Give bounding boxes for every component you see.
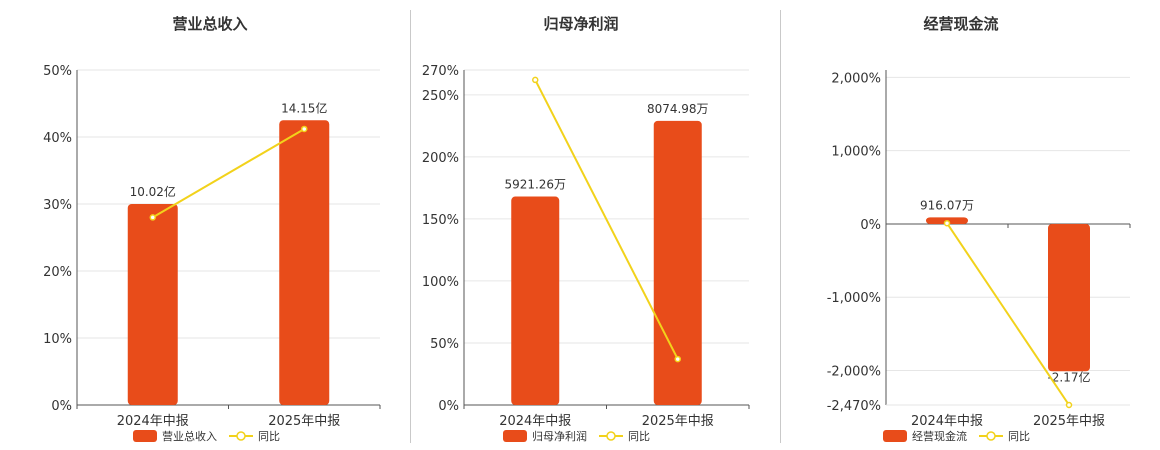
data-label: -2.17亿 bbox=[1047, 369, 1090, 384]
chart-revenue: 营业总收入 0% 10% 20% 30% 40% 50% 2024年中报 2025年中报 10.0… bbox=[43, 15, 381, 443]
legend-label[interactable]: 经营现金流 bbox=[912, 429, 967, 443]
chart-title: 经营现金流 bbox=[923, 15, 998, 33]
legend-label[interactable]: 同比 bbox=[1008, 430, 1030, 443]
bar[interactable] bbox=[1048, 223, 1090, 372]
bar[interactable] bbox=[653, 120, 702, 406]
y-tick-label: 0% bbox=[860, 218, 881, 233]
x-tick-label: 2025年中报 bbox=[268, 414, 340, 429]
legend-swatch-bar bbox=[883, 430, 907, 442]
chart-cash-flow: 经营现金流 -2,470% -2,000% -1,000% 0% 1,000% 2,000%… bbox=[827, 15, 1131, 443]
legend-swatch-bar bbox=[133, 430, 157, 442]
y-tick-label: 270% bbox=[422, 64, 459, 79]
y-tick-label: 10% bbox=[43, 332, 72, 347]
bar[interactable] bbox=[127, 204, 178, 405]
series-line bbox=[152, 128, 305, 219]
y-tick-label: 40% bbox=[43, 131, 72, 146]
legend-label[interactable]: 同比 bbox=[258, 430, 280, 443]
line-point[interactable] bbox=[674, 355, 681, 363]
y-tick-label: -2,470% bbox=[827, 399, 881, 414]
legend-swatch-point bbox=[236, 431, 246, 441]
x-tick-label: 2024年中报 bbox=[911, 414, 983, 429]
y-tick-label: 2,000% bbox=[831, 71, 881, 86]
y-tick-label: -1,000% bbox=[827, 291, 881, 306]
data-label: 14.15亿 bbox=[281, 100, 327, 115]
line-point[interactable] bbox=[301, 125, 308, 133]
legend-swatch-point bbox=[986, 431, 996, 441]
divider bbox=[410, 10, 411, 443]
chart-panel-revenue: 营业总收入 0% 10% 20% 30% 40% 50% 2024年中报 2025年中报 10.0… bbox=[0, 0, 410, 450]
legend-label[interactable]: 营业总收入 bbox=[162, 429, 217, 443]
y-tick-label: 100% bbox=[422, 275, 459, 290]
x-tick-label: 2025年中报 bbox=[642, 414, 714, 429]
line-point[interactable] bbox=[149, 214, 156, 221]
y-tick-label: -2,000% bbox=[827, 365, 881, 380]
data-label: 916.07万 bbox=[920, 198, 974, 212]
chart-panel-cash-flow: 经营现金流 -2,470% -2,000% -1,000% 0% 1,000% 2,000%… bbox=[781, 0, 1160, 450]
bar[interactable] bbox=[279, 120, 330, 405]
legend-swatch-point bbox=[606, 431, 616, 441]
x-tick-label: 2025年中报 bbox=[1033, 414, 1105, 429]
data-label: 8074.98万 bbox=[647, 102, 709, 116]
chart-panel-net-profit: 归母净利润 0% 50% 100% 150% 200% 250% 270% 2024年中报 202… bbox=[411, 0, 780, 450]
y-tick-label: 1,000% bbox=[831, 145, 881, 160]
bar[interactable] bbox=[511, 196, 560, 405]
y-tick-label: 200% bbox=[422, 151, 459, 166]
legend-label[interactable]: 同比 bbox=[628, 430, 650, 443]
y-tick-label: 0% bbox=[438, 399, 459, 414]
y-tick-label: 50% bbox=[43, 64, 72, 79]
x-tick-label: 2024年中报 bbox=[499, 414, 571, 429]
chart-net-profit: 归母净利润 0% 50% 100% 150% 200% 250% 270% 2024年中报 202… bbox=[422, 15, 750, 443]
series-line bbox=[534, 79, 679, 360]
line-point[interactable] bbox=[532, 76, 539, 84]
divider bbox=[780, 10, 781, 443]
y-tick-label: 250% bbox=[422, 89, 459, 104]
y-tick-label: 150% bbox=[422, 213, 459, 228]
y-tick-label: 0% bbox=[51, 399, 72, 414]
line-point[interactable] bbox=[943, 219, 951, 227]
data-label: 5921.26万 bbox=[504, 178, 566, 192]
chart-title: 营业总收入 bbox=[172, 15, 247, 33]
legend-swatch-bar bbox=[503, 430, 527, 442]
data-label: 10.02亿 bbox=[130, 184, 176, 199]
y-tick-label: 30% bbox=[43, 198, 72, 213]
series-line bbox=[946, 222, 1070, 406]
line-point[interactable] bbox=[1065, 401, 1073, 409]
y-tick-label: 50% bbox=[430, 337, 459, 352]
x-tick-label: 2024年中报 bbox=[117, 414, 189, 429]
legend-label[interactable]: 归母净利润 bbox=[532, 429, 587, 443]
y-tick-label: 20% bbox=[43, 265, 72, 280]
chart-title: 归母净利润 bbox=[543, 15, 618, 33]
